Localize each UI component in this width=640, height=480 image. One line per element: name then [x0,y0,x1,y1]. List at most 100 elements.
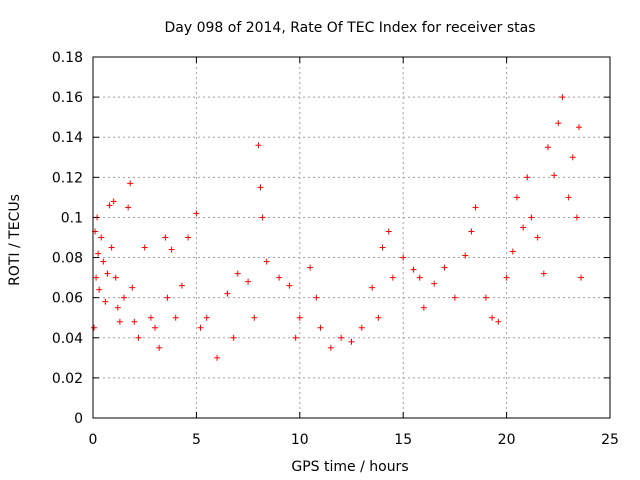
data-point [168,246,175,253]
data-point [106,202,113,209]
data-point [245,278,252,285]
data-point [534,234,541,241]
data-point [569,154,576,161]
data-point [509,248,516,255]
data-point [420,304,427,311]
tick-labels: 0 5 10 15 20 25 0 0.02 0.04 0.06 0.08 0.1 0.12 0.14 0.… [52,50,619,448]
y-tick-label: 0.16 [52,90,83,106]
data-point [164,294,171,301]
chart-title: Day 098 of 2014, Rate Of TEC Index for r… [164,20,535,36]
x-tick-label: 5 [192,432,201,448]
y-tick-label: 0.02 [52,371,83,387]
data-point [257,184,264,191]
data-point [110,198,117,205]
data-point [482,294,489,301]
data-point [276,274,283,281]
data-point [193,210,200,217]
plot-frame [92,56,611,419]
data-point [559,94,566,101]
y-tick-label: 0.06 [52,291,83,307]
data-point [114,304,121,311]
data-point [375,314,382,321]
data-point [152,324,159,331]
data-point [296,314,303,321]
data-point [162,234,169,241]
axis-ticks [92,56,611,419]
data-point [416,274,423,281]
y-axis-label: ROTI / TECUs [7,194,23,286]
x-axis-label: GPS time / hours [291,459,408,475]
data-point [121,294,128,301]
data-point [95,250,102,257]
data-point [468,228,475,235]
data-point [172,314,179,321]
data-point [127,180,134,187]
data-point [369,284,376,291]
y-tick-label: 0.08 [52,251,83,267]
data-point [551,172,558,179]
data-point [141,244,148,251]
data-point [116,318,123,325]
data-point [451,294,458,301]
y-tick-label: 0.12 [52,170,83,186]
x-tick-label: 0 [89,432,98,448]
data-point [410,266,417,273]
data-point [307,264,314,271]
data-point [540,270,547,277]
y-tick-label: 0.14 [52,130,83,146]
data-point [348,338,355,345]
data-point [338,334,345,341]
data-point [503,274,510,281]
data-point [197,324,204,331]
data-point [203,314,210,321]
data-point [108,244,115,251]
data-point [544,144,551,151]
data-point [98,234,105,241]
data-point [147,314,154,321]
data-point [524,174,531,181]
scatter-points [91,94,585,361]
data-point [131,318,138,325]
data-point [102,298,109,305]
data-point [91,324,98,331]
data-point [251,314,258,321]
data-point [317,324,324,331]
data-point [528,214,535,221]
data-point [230,334,237,341]
data-point [575,124,582,131]
data-point [104,270,111,277]
data-point [135,334,142,341]
data-point [489,314,496,321]
data-point [389,274,396,281]
data-point [441,264,448,271]
data-point [292,334,299,341]
data-point [472,204,479,211]
data-point [224,290,231,297]
data-point [112,274,119,281]
data-point [178,282,185,289]
x-tick-label: 25 [601,432,619,448]
data-point [520,224,527,231]
data-point [286,282,293,289]
data-point [185,234,192,241]
data-point [313,294,320,301]
data-point [573,214,580,221]
data-point [156,344,163,351]
x-tick-label: 10 [291,432,309,448]
data-point [578,274,585,281]
y-tick-label: 0.04 [52,331,83,347]
data-point [263,258,270,265]
data-point [385,228,392,235]
data-point [358,324,365,331]
grid-lines [93,57,610,418]
data-point [327,344,334,351]
y-tick-label: 0.18 [52,50,83,66]
data-point [565,194,572,201]
data-point [96,286,103,293]
x-tick-label: 20 [498,432,516,448]
data-point [462,252,469,259]
data-point [431,280,438,287]
data-point [129,284,136,291]
